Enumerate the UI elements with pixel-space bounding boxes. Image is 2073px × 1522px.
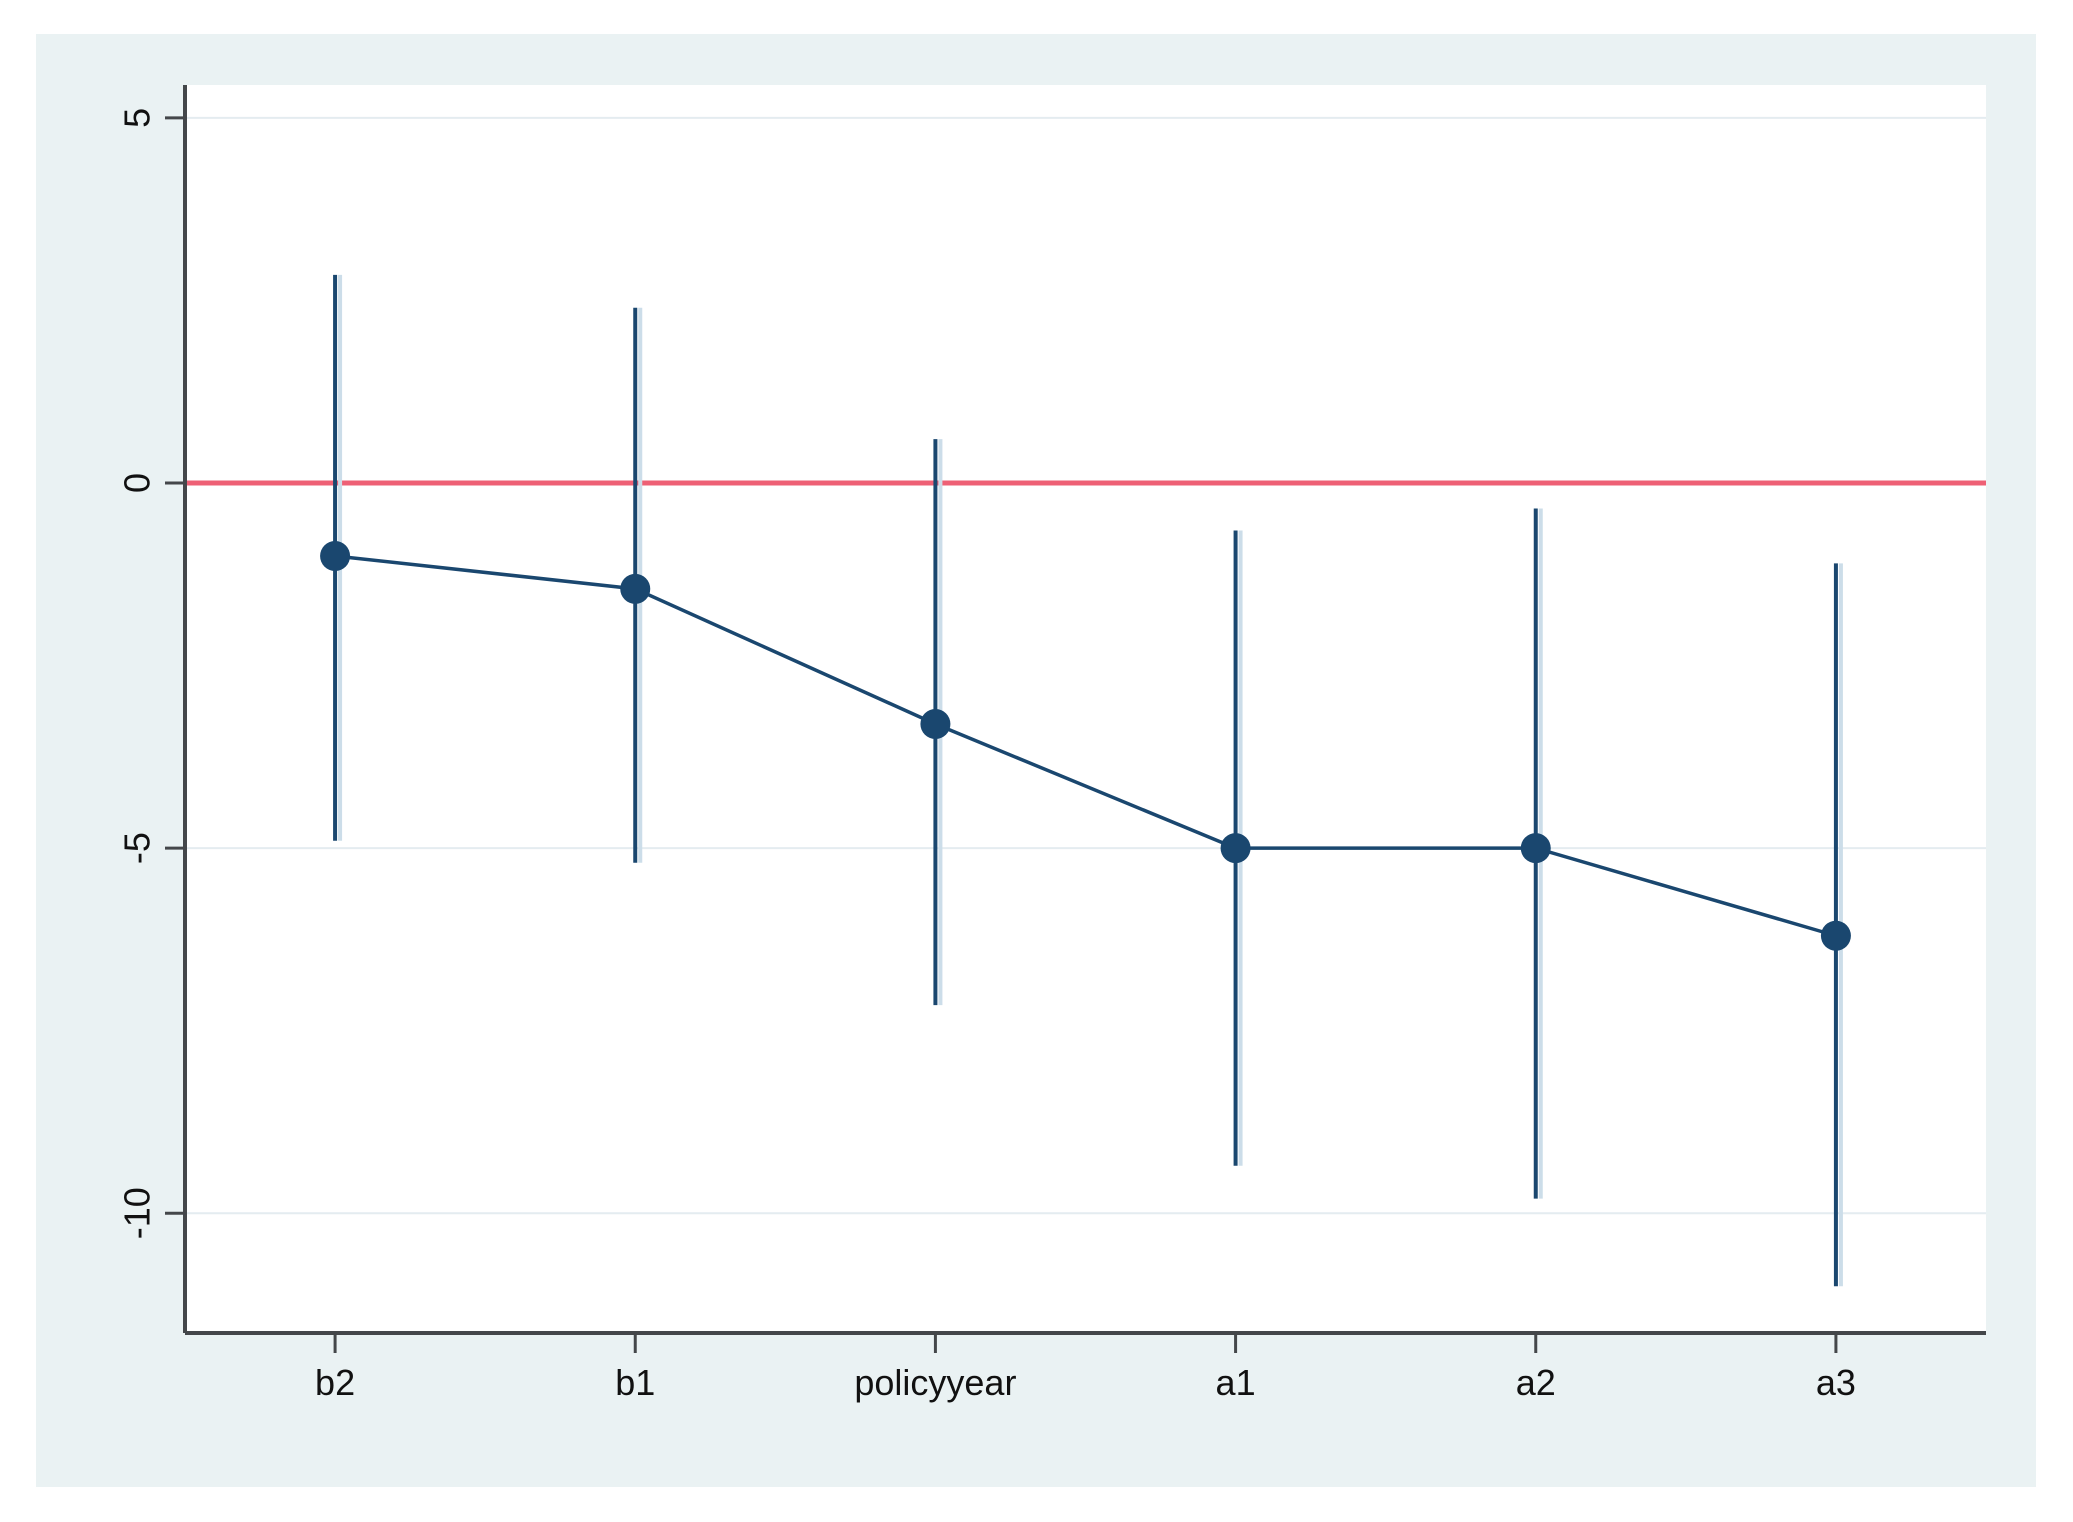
data-point <box>1220 833 1251 864</box>
plot-area <box>185 85 1986 1333</box>
x-tick-label: a2 <box>1516 1362 1556 1403</box>
x-tick-label: policyyear <box>854 1362 1016 1403</box>
x-tick-label: a1 <box>1216 1362 1256 1403</box>
chart-svg: 5 0 -5 -10 b2 b1 policyyear a1 a2 a3 <box>36 34 2036 1487</box>
x-tick-label: a3 <box>1816 1362 1856 1403</box>
y-tick-label: 5 <box>117 108 158 128</box>
data-point <box>1820 920 1851 951</box>
y-tick-label: 0 <box>117 473 158 493</box>
data-point <box>620 573 651 604</box>
coefficient-plot-figure: 5 0 -5 -10 b2 b1 policyyear a1 a2 a3 <box>36 34 2036 1487</box>
y-tick-label: -10 <box>117 1187 158 1239</box>
data-point <box>320 541 351 572</box>
data-point <box>920 708 951 739</box>
x-tick-label: b1 <box>615 1362 655 1403</box>
x-tick-label: b2 <box>315 1362 355 1403</box>
data-point <box>1520 833 1551 864</box>
y-tick-label: -5 <box>117 832 158 864</box>
connect-line <box>334 554 1837 938</box>
